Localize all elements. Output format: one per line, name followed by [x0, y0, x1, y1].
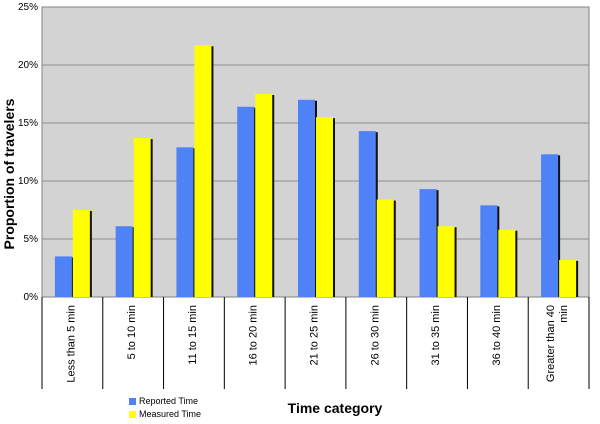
x-axis-title: Time category: [288, 400, 383, 416]
bar-measured: [194, 45, 212, 297]
bar-measured: [498, 229, 516, 297]
y-tick-label: 25%: [18, 2, 38, 13]
bars: [54, 45, 579, 297]
bar-reported: [358, 131, 376, 297]
bar-reported: [480, 205, 498, 297]
category-label: 31 to 35 min: [430, 305, 442, 366]
bar-reported: [541, 154, 559, 297]
bar-reported: [176, 147, 194, 297]
bar-reported: [54, 256, 72, 297]
legend-swatch: [129, 411, 136, 418]
bar-measured: [72, 210, 90, 297]
y-tick-label: 5%: [24, 234, 39, 245]
category-label: 11 to 15 min: [187, 305, 199, 365]
legend: Reported Time Measured Time: [129, 396, 201, 419]
bar-measured: [437, 226, 455, 297]
bar-measured: [376, 199, 394, 297]
bar-reported: [115, 226, 133, 297]
y-tick-label: 10%: [18, 176, 38, 187]
category-label: 5 to 10 min: [126, 305, 138, 359]
category-label: min: [558, 305, 570, 323]
legend-label: Reported Time: [139, 396, 198, 406]
bar-measured: [133, 138, 151, 297]
bar-reported: [419, 189, 437, 297]
legend-swatch: [129, 398, 136, 405]
category-label: 26 to 30 min: [369, 305, 381, 366]
category-label: 16 to 20 min: [248, 305, 260, 366]
bar-measured: [316, 117, 333, 297]
y-axis-ticks: 0% 5% 10% 15% 20% 25%: [18, 2, 38, 303]
bar-reported: [298, 99, 315, 297]
category-label: Greater than 40: [545, 305, 557, 382]
legend-label: Measured Time: [139, 409, 201, 419]
bar-measured: [255, 94, 273, 297]
y-tick-label: 0%: [24, 292, 39, 303]
y-tick-label: 20%: [18, 60, 38, 71]
category-label: Less than 5 min: [65, 305, 77, 383]
y-tick-label: 15%: [18, 118, 38, 129]
bar-reported: [237, 106, 255, 297]
y-axis-title: Proportion of travelers: [1, 98, 17, 249]
bar-measured: [559, 259, 577, 297]
category-label: 21 to 25 min: [309, 305, 321, 366]
category-label: 36 to 40 min: [491, 305, 503, 366]
x-axis-categories: Less than 5 min 5 to 10 min 11 to 15 min 16…: [41, 297, 590, 389]
